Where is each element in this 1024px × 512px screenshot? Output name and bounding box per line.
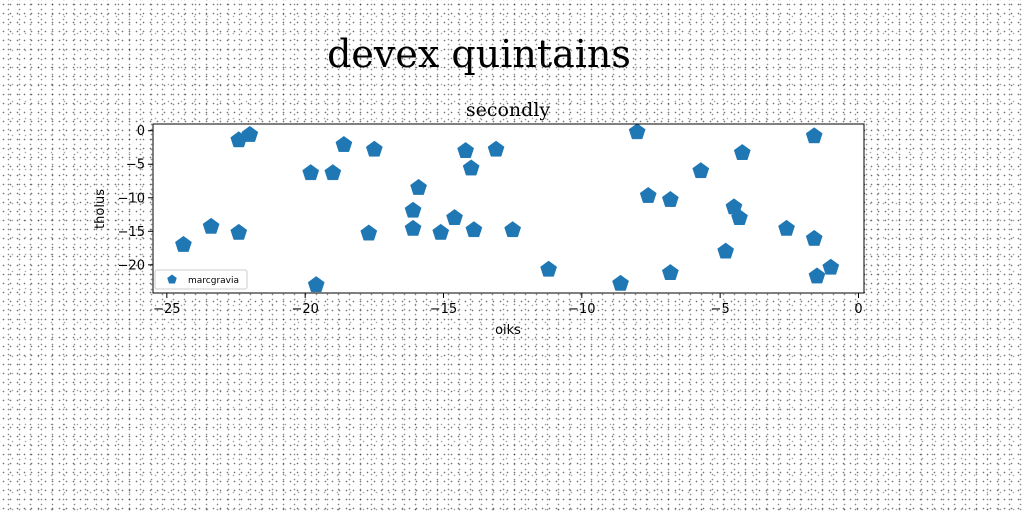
x-tick-label: 0 — [854, 302, 862, 317]
data-point — [805, 229, 823, 246]
data-point — [446, 209, 463, 226]
data-point — [230, 223, 248, 240]
y-tick-label: −20 — [118, 258, 145, 273]
data-point — [365, 140, 383, 157]
y-tick-label: −15 — [118, 225, 145, 240]
y-tick-label: 0 — [137, 124, 145, 139]
data-point — [457, 142, 474, 158]
x-tick-label: −20 — [291, 302, 318, 317]
data-point — [717, 242, 735, 259]
data-point — [360, 224, 378, 241]
data-point — [175, 235, 192, 252]
legend-label: marcgravia — [188, 276, 239, 286]
data-point — [733, 144, 751, 160]
legend-box — [154, 269, 248, 290]
data-point — [202, 217, 220, 234]
plot-frame — [152, 123, 865, 294]
data-point — [462, 159, 480, 176]
data-point — [808, 267, 826, 284]
data-point — [465, 221, 483, 238]
data-point — [540, 260, 557, 277]
y-axis-label: tholus — [93, 189, 108, 229]
data-point — [778, 219, 795, 236]
x-tick-label: −10 — [568, 302, 595, 317]
plot-background — [153, 124, 864, 293]
data-point — [661, 190, 679, 207]
data-point — [805, 127, 823, 144]
y-tick-label: −10 — [118, 191, 145, 206]
data-point — [335, 135, 353, 152]
data-point — [731, 209, 748, 226]
data-point — [504, 221, 522, 238]
data-point — [404, 201, 422, 218]
data-point — [612, 274, 629, 291]
chart-suptitle: devex quintains — [327, 32, 631, 76]
data-point — [661, 264, 679, 281]
x-tick-label: −25 — [153, 302, 180, 317]
data-point — [241, 125, 259, 142]
x-tick-label: −15 — [430, 302, 457, 317]
legend-marker — [167, 274, 177, 284]
data-point — [639, 186, 657, 203]
data-point — [628, 123, 646, 140]
data-point — [432, 223, 450, 240]
y-tick-label: −5 — [126, 158, 145, 173]
data-point — [302, 164, 320, 181]
plot-area: −25 −20 −15 −10 −5 0 0 −5 −10 −15 −20 — [118, 123, 865, 317]
data-point — [307, 276, 325, 293]
data-point — [324, 164, 342, 181]
data-point — [692, 162, 710, 179]
legend: marcgravia — [154, 269, 248, 290]
data-point — [487, 140, 505, 157]
data-point — [822, 258, 840, 275]
chart-title: secondly — [466, 99, 551, 121]
x-tick-label: −5 — [711, 302, 730, 317]
data-point — [410, 178, 427, 195]
x-axis-label: oiks — [495, 323, 521, 338]
data-point — [404, 219, 422, 236]
